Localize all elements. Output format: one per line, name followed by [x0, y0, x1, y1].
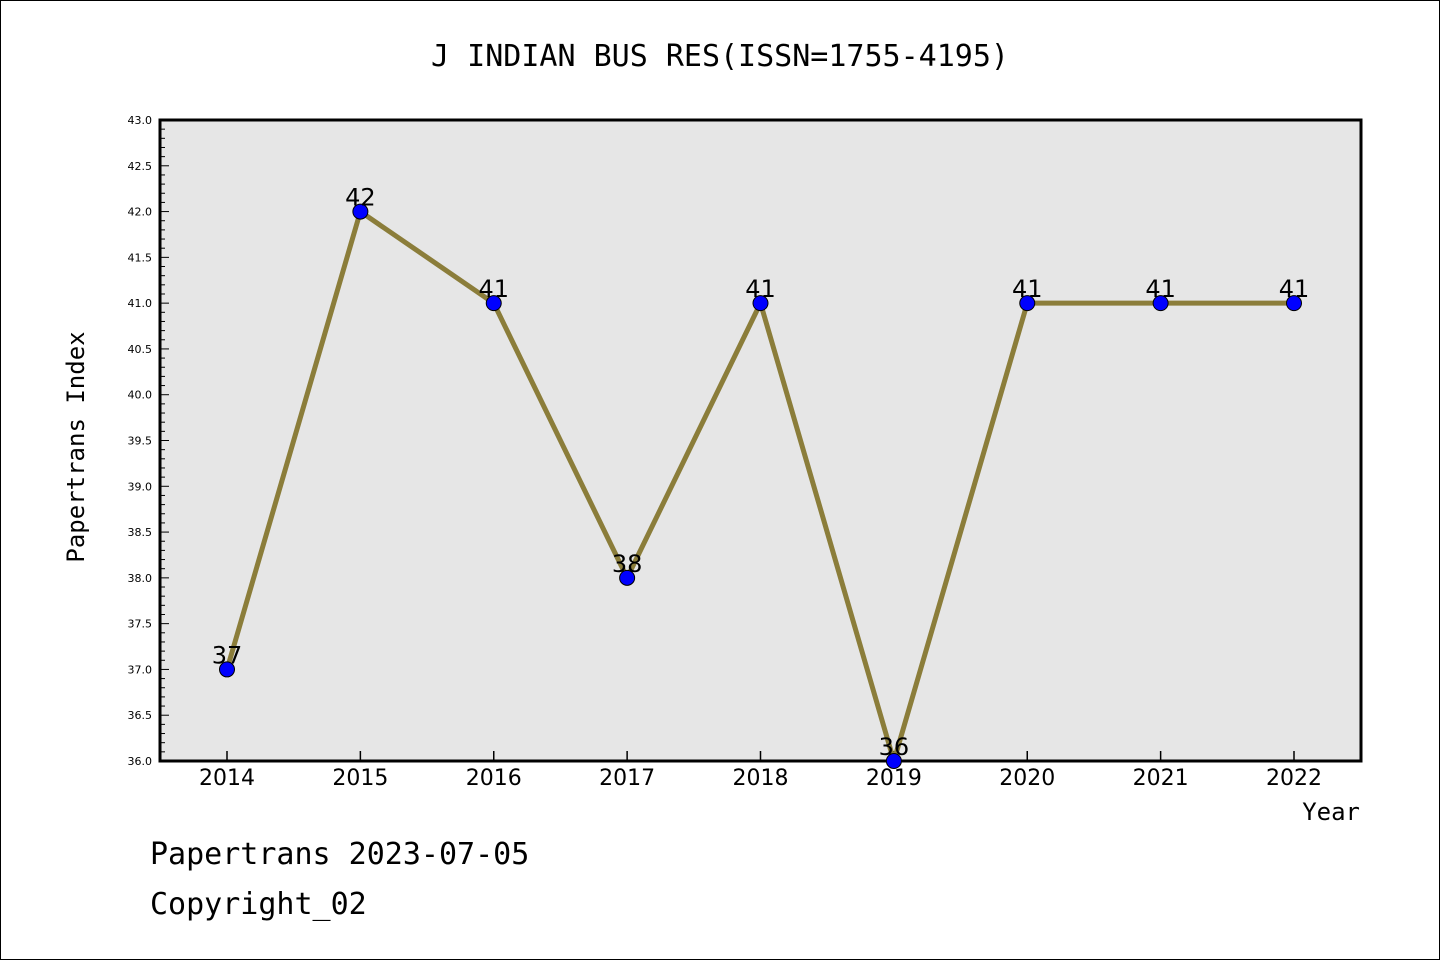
x-tick-label: 2018	[733, 766, 789, 791]
data-point	[1286, 295, 1302, 312]
data-point	[1019, 295, 1036, 312]
data-label: 41	[478, 275, 509, 303]
data-label: 38	[612, 550, 643, 578]
data-label: 41	[1012, 275, 1043, 303]
y-tick-label: 40.0	[128, 389, 153, 402]
x-axis-label: Year	[1302, 798, 1360, 826]
data-point	[752, 295, 769, 312]
y-tick-label: 42.5	[128, 160, 153, 173]
chart-title: J INDIAN BUS RES(ISSN=1755-4195)	[431, 39, 1009, 74]
y-tick-label: 41.0	[128, 297, 153, 310]
y-tick-label: 39.5	[128, 435, 153, 448]
plot-area	[158, 118, 1363, 763]
footer-date: Papertrans 2023-07-05	[150, 837, 529, 872]
y-tick-label: 36.0	[128, 755, 153, 768]
y-tick-label: 38.5	[128, 526, 153, 539]
y-axis-label: Papertrans Index	[62, 331, 90, 562]
y-tick-label: 39.0	[128, 480, 153, 493]
data-point	[885, 753, 902, 769]
data-label: 37	[212, 641, 243, 669]
data-label: 41	[1279, 275, 1310, 303]
x-tick-label: 2022	[1266, 766, 1322, 791]
y-tick-label: 37.5	[128, 618, 153, 631]
data-point	[619, 569, 636, 586]
y-axis: 36.0 36.5 37.0 37.5 38.0 38.5 39.0 39.5 40.0 40.5…	[128, 114, 169, 768]
y-tick-label: 38.0	[128, 572, 153, 585]
series-line-group	[219, 203, 1302, 769]
data-point	[485, 295, 502, 312]
y-tick-label: 36.5	[128, 709, 153, 722]
x-tick-label: 2021	[1133, 766, 1189, 791]
x-tick-label: 2020	[999, 766, 1055, 791]
y-tick-label: 37.0	[128, 663, 153, 676]
y-tick-label: 43.0	[128, 114, 153, 127]
x-tick-label: 2019	[866, 766, 922, 791]
y-tick-label: 41.5	[128, 251, 153, 264]
x-tick-label: 2017	[599, 766, 655, 791]
x-tick-label: 2015	[332, 766, 388, 791]
x-tick-label: 2016	[466, 766, 522, 791]
data-point	[352, 203, 369, 220]
data-label: 41	[1145, 275, 1176, 303]
data-point	[219, 661, 235, 678]
data-label: 36	[879, 733, 910, 761]
footer-copyright: Copyright_02	[150, 887, 367, 922]
y-tick-label: 40.5	[128, 343, 153, 356]
data-label: 41	[745, 275, 776, 303]
y-tick-label: 42.0	[128, 206, 153, 219]
x-tick-label: 2014	[199, 766, 255, 791]
data-label: 42	[345, 184, 376, 212]
x-axis: 2014 2015 2016 2017 2018 2019 2020 2021 2022	[199, 751, 1322, 791]
data-point	[1152, 295, 1169, 312]
data-labels-group: 37 42 41 38 41 36 41 41 41	[212, 184, 1310, 761]
